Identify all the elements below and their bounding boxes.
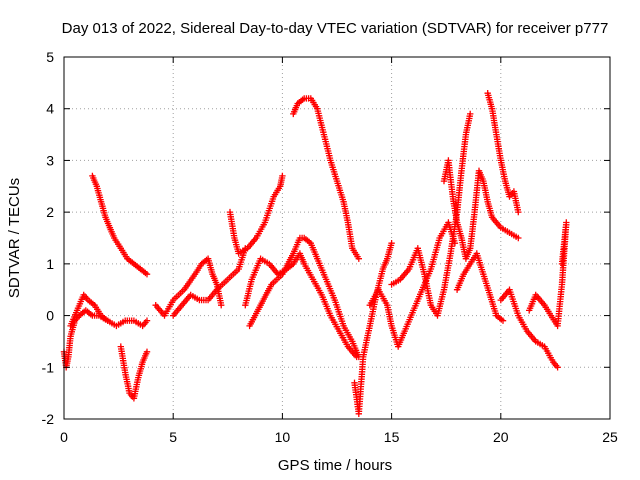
data-point [499,317,507,324]
data-point [355,255,362,262]
data-point [515,208,522,216]
data-point [554,364,561,371]
x-tick-label: 25 [602,429,618,445]
y-axis-ticks: -2 -1 0 1 2 3 4 5 [42,49,610,427]
data-point [558,260,566,268]
x-tick-label: 15 [384,429,400,445]
x-tick-label: 0 [60,429,68,445]
data-point [388,240,395,247]
data-point [104,317,111,324]
data-point [143,271,151,278]
y-tick-label: -2 [42,411,55,427]
y-tick-label: 0 [46,308,54,324]
y-tick-label: 2 [46,204,54,220]
x-tick-label: 5 [169,429,177,445]
plot-frame [63,56,611,420]
y-tick-label: 4 [46,101,54,117]
x-tick-label: 20 [493,429,509,445]
data-points [60,90,570,417]
data-point [218,302,225,309]
x-axis-label: GPS time / hours [278,457,392,474]
x-tick-label: 10 [275,429,291,445]
data-point [515,234,522,242]
data-point [143,348,151,355]
data-point [279,172,286,180]
y-tick-label: 1 [46,256,54,272]
data-point [467,110,474,118]
y-tick-label: 5 [46,49,54,65]
y-axis-label: SDTVAR / TECUs [6,178,23,298]
y-tick-label: 3 [46,152,54,168]
grid-lines [64,57,610,419]
y-tick-label: -1 [42,359,55,375]
data-point [143,317,151,324]
chart-title: Day 013 of 2022, Sidereal Day-to-day VTE… [62,20,609,37]
x-axis-ticks: 0 5 10 15 20 25 [60,57,618,445]
